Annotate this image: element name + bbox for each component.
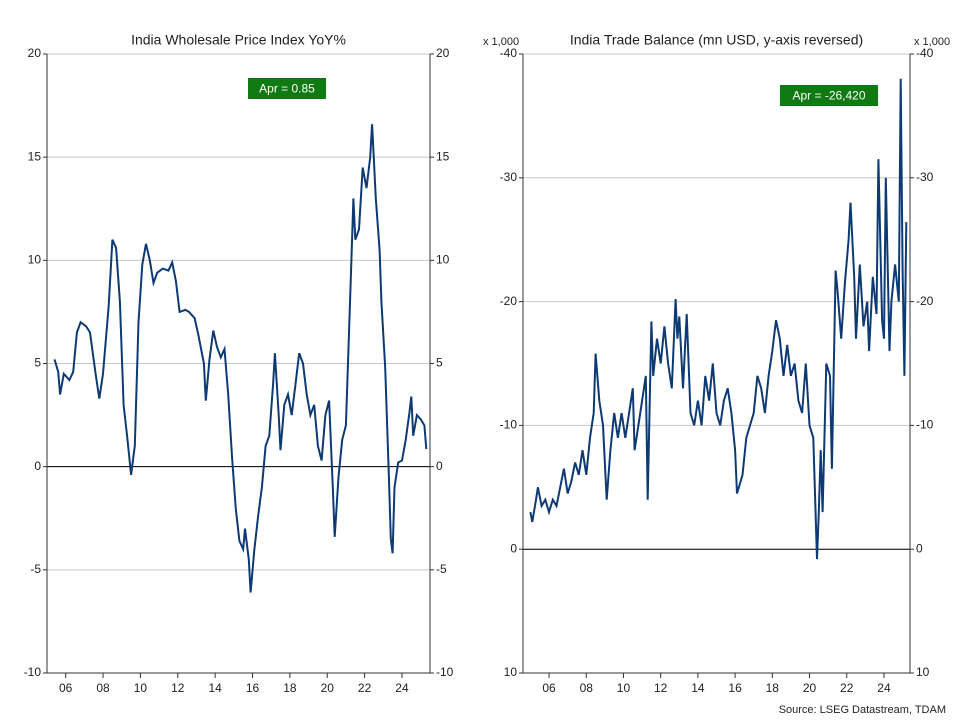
source: Source: LSEG Datastream, TDAM <box>779 704 946 716</box>
y-tick-label: 10 <box>916 665 930 679</box>
y-tick-label: 15 <box>28 149 42 163</box>
x-tick-label: 12 <box>171 681 185 695</box>
y-tick-label: -40 <box>916 46 934 60</box>
y-tick-label: 10 <box>436 253 450 267</box>
y-tick-label: 10 <box>28 253 42 267</box>
annotation: Apr = -26,420 <box>792 89 865 103</box>
y-tick-label: -40 <box>500 46 518 60</box>
y-tick-label: -10 <box>500 418 518 432</box>
x-tick-label: 06 <box>59 681 73 695</box>
x-tick-label: 22 <box>358 681 372 695</box>
x-tick-label: 14 <box>208 681 222 695</box>
x-tick-label: 20 <box>803 681 817 695</box>
y-tick-label: -20 <box>916 294 934 308</box>
x-tick-label: 08 <box>580 681 594 695</box>
y-tick-label: -20 <box>500 294 518 308</box>
y-tick-label: 10 <box>504 665 518 679</box>
y-tick-label: 20 <box>436 46 450 60</box>
y-tick-label: 0 <box>436 459 443 473</box>
y-tick-label: -30 <box>500 170 518 184</box>
y-tick-label: -5 <box>436 562 447 576</box>
y-tick-label: 5 <box>34 356 41 370</box>
annotation-box <box>248 78 326 99</box>
x-tick-label: 12 <box>654 681 668 695</box>
y-tick-label: 5 <box>436 356 443 370</box>
y-tick-label: -30 <box>916 170 934 184</box>
y-tick-label: -10 <box>24 665 42 679</box>
x-tick-label: 08 <box>96 681 110 695</box>
x-tick-label: 16 <box>246 681 260 695</box>
y-tick-label: -10 <box>436 665 454 679</box>
line <box>53 124 428 593</box>
y-tick-label: 0 <box>916 541 923 555</box>
y-tick-label: 0 <box>510 541 517 555</box>
x-tick-label: 24 <box>877 681 891 695</box>
x-tick-label: 24 <box>395 681 409 695</box>
y-tick-label: 20 <box>28 46 42 60</box>
x-tick-label: 14 <box>691 681 705 695</box>
x-tick-label: 10 <box>134 681 148 695</box>
y-unit: x 1,000 <box>914 36 950 48</box>
annotation-box <box>780 85 878 106</box>
x-tick-label: 16 <box>728 681 742 695</box>
chart-title: India Trade Balance (mn USD, y-axis reve… <box>570 32 863 48</box>
x-tick-label: 10 <box>617 681 631 695</box>
y-tick-label: 0 <box>34 459 41 473</box>
annotation: Apr = 0.85 <box>259 82 315 96</box>
y-tick-label: -5 <box>30 562 41 576</box>
y-unit: x 1,000 <box>483 36 519 48</box>
line <box>529 78 908 560</box>
y-tick-label: 15 <box>436 149 450 163</box>
x-tick-label: 20 <box>321 681 335 695</box>
y-tick-label: -10 <box>916 418 934 432</box>
x-tick-label: 18 <box>283 681 297 695</box>
x-tick-label: 22 <box>840 681 854 695</box>
x-tick-label: 18 <box>766 681 780 695</box>
x-tick-label: 06 <box>542 681 556 695</box>
chart-title: India Wholesale Price Index YoY% <box>131 32 346 48</box>
